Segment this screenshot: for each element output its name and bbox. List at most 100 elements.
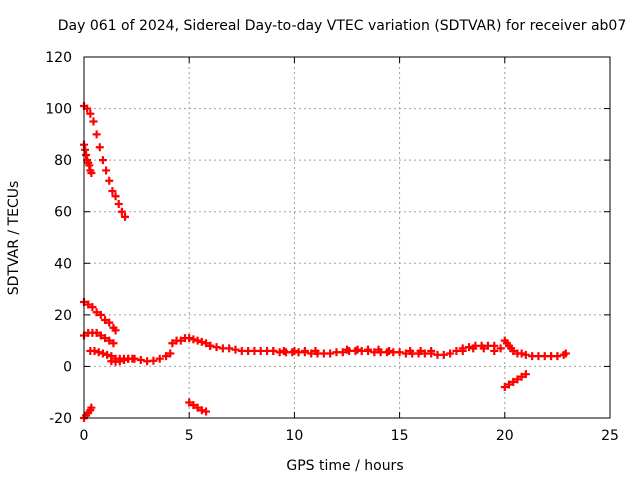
data-point [500,383,509,392]
x-tick-label: 0 [80,428,89,444]
data-point [90,346,99,355]
data-point [98,156,107,165]
data-point [111,326,120,335]
data-point [101,334,110,343]
data-point [517,372,526,381]
data-point [202,407,211,416]
data-point [395,348,404,357]
data-points [80,101,570,422]
data-point [343,345,351,354]
data-point [427,346,436,355]
data-point [465,343,474,352]
data-point [111,192,120,201]
data-point [374,345,383,354]
data-point [162,352,171,361]
data-point [92,308,101,317]
x-tick-label: 20 [496,428,514,444]
y-tick-label: 0 [63,359,72,375]
data-point [406,346,415,355]
data-point [509,377,518,386]
y-tick-label: -20 [49,411,72,427]
data-point [225,344,234,353]
data-point [490,346,499,355]
data-point [311,346,320,355]
y-tick-label: 60 [54,205,72,221]
y-tick-label: 20 [54,308,72,324]
data-point [185,334,194,343]
data-point [521,370,530,379]
data-point [114,199,123,208]
series-arc-1 [80,101,130,221]
data-point [553,352,562,361]
x-tick-label: 10 [285,428,303,444]
data-point [513,375,522,384]
data-point [189,401,198,410]
data-point [92,130,101,139]
data-point [446,349,455,358]
x-tick-label: 5 [185,428,194,444]
data-point [108,187,117,196]
data-point [290,346,299,355]
series-arc-13 [500,370,530,392]
y-tick-label: 80 [54,153,72,169]
data-point [84,300,93,309]
grid-lines [84,57,610,418]
data-point [155,354,164,363]
data-point [193,403,202,412]
x-tick-label: 15 [391,428,409,444]
x-tick-label: 25 [601,428,619,444]
data-point [87,169,96,178]
plot-frame [83,56,611,419]
data-point [439,350,448,359]
y-tick-label: 120 [45,50,72,66]
data-point [96,310,105,319]
y-tick-label: 100 [45,102,72,118]
data-point [469,344,478,353]
data-point [88,303,97,312]
data-point [300,346,309,355]
data-point [95,143,104,152]
y-axis-label: SDTVAR / TECUs [6,181,22,296]
data-point [326,349,335,358]
data-point [115,357,124,366]
series-arc-4 [80,328,118,348]
data-point [193,336,202,345]
data-point [206,341,215,350]
data-point [121,212,130,221]
data-point [338,348,347,357]
series-arc-12 [500,336,570,361]
data-point [102,166,111,175]
data-point [189,335,198,344]
series-arc-6 [107,349,175,366]
data-point [517,349,526,358]
data-point [92,328,101,337]
data-point [87,403,96,412]
data-point [105,336,114,345]
series-arc-2 [80,140,96,178]
data-point [109,339,118,348]
series-arc-7 [80,403,96,422]
data-point [521,350,530,359]
series-arc-3 [80,297,120,335]
data-point [479,344,488,353]
data-point [197,406,206,415]
data-point [136,355,145,364]
series-arc-9 [185,398,211,416]
data-point [166,349,175,358]
data-point [212,343,221,352]
x-axis-label: GPS time / hours [286,458,403,474]
data-point [89,117,98,126]
data-point [279,346,288,355]
data-point [176,336,185,345]
data-point [94,348,103,357]
data-point [197,337,206,346]
data-point [496,344,505,353]
data-point [101,316,110,325]
series-arc-11 [269,344,499,355]
data-point [458,346,467,355]
y-tick-label: 40 [54,256,72,272]
data-point [86,109,95,118]
data-point [130,354,139,363]
